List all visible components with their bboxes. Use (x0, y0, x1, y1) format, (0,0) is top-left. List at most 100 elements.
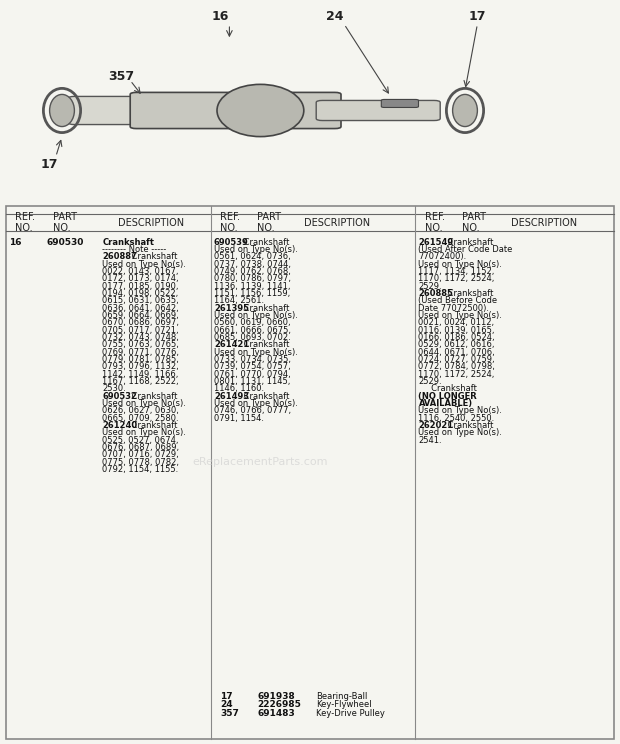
Text: Crankshaft: Crankshaft (445, 238, 494, 247)
Text: 0661, 0666, 0675,: 0661, 0666, 0675, (214, 326, 291, 335)
FancyBboxPatch shape (68, 97, 155, 124)
FancyBboxPatch shape (316, 100, 440, 121)
Text: Crankshaft: Crankshaft (418, 385, 477, 394)
Text: 0780, 0786, 0797,: 0780, 0786, 0797, (214, 275, 291, 283)
Text: PART
NO.: PART NO. (462, 212, 486, 234)
Text: 24: 24 (220, 700, 232, 710)
Text: 1136, 1139, 1141,: 1136, 1139, 1141, (214, 282, 290, 291)
Ellipse shape (453, 94, 477, 126)
Text: 0021, 0024, 0112,: 0021, 0024, 0112, (418, 318, 495, 327)
FancyBboxPatch shape (381, 100, 419, 107)
Text: Used on Type No(s).: Used on Type No(s). (102, 399, 186, 408)
Text: Crankshaft: Crankshaft (102, 238, 154, 247)
Text: -------- Note -----: -------- Note ----- (102, 245, 167, 254)
Text: 0022, 0143, 0167,: 0022, 0143, 0167, (102, 267, 179, 276)
Text: Used on Type No(s).: Used on Type No(s). (214, 347, 298, 357)
Text: 17: 17 (41, 158, 58, 171)
Text: PART
NO.: PART NO. (257, 212, 281, 234)
Text: Key-Drive Pulley: Key-Drive Pulley (316, 708, 385, 717)
Text: 0644, 0671, 0706,: 0644, 0671, 0706, (418, 347, 495, 357)
Text: 1170, 1172, 2524,: 1170, 1172, 2524, (418, 370, 495, 379)
Text: REF.
NO.: REF. NO. (220, 212, 240, 234)
Text: 691483: 691483 (257, 708, 295, 717)
Text: 77072400).: 77072400). (418, 252, 467, 261)
Text: 0737, 0738, 0744,: 0737, 0738, 0744, (214, 260, 291, 269)
Text: Used on Type No(s).: Used on Type No(s). (418, 260, 502, 269)
Text: 2530.: 2530. (102, 385, 126, 394)
Text: 0615, 0631, 0635,: 0615, 0631, 0635, (102, 296, 179, 306)
Text: 1146, 1160.: 1146, 1160. (214, 385, 264, 394)
Text: 0733, 0734, 0735,: 0733, 0734, 0735, (214, 355, 291, 364)
Text: 260887: 260887 (102, 252, 137, 261)
Text: 0749, 0762, 0768,: 0749, 0762, 0768, (214, 267, 291, 276)
Text: Bearing-Ball: Bearing-Ball (316, 693, 368, 702)
Text: 1116, 2540, 2550.: 1116, 2540, 2550. (418, 414, 495, 423)
Ellipse shape (50, 94, 74, 126)
Text: Crankshaft: Crankshaft (129, 252, 177, 261)
Text: Crankshaft: Crankshaft (241, 304, 289, 312)
Text: 261421: 261421 (214, 341, 249, 350)
Text: 0561, 0624, 0736,: 0561, 0624, 0736, (214, 252, 291, 261)
Text: Used on Type No(s).: Used on Type No(s). (214, 399, 298, 408)
Text: 0746, 0766, 0777,: 0746, 0766, 0777, (214, 406, 291, 415)
Text: AVAILABLE): AVAILABLE) (418, 399, 472, 408)
Text: 690530: 690530 (46, 238, 84, 247)
Text: Used on Type No(s).: Used on Type No(s). (102, 429, 186, 437)
Text: 690539: 690539 (214, 238, 249, 247)
Text: 0775, 0778, 0782,: 0775, 0778, 0782, (102, 458, 179, 466)
FancyBboxPatch shape (6, 206, 614, 739)
Text: 261395: 261395 (214, 304, 249, 312)
Text: 16: 16 (9, 238, 22, 247)
Text: 0670, 0686, 0697,: 0670, 0686, 0697, (102, 318, 179, 327)
Text: REF.
NO.: REF. NO. (425, 212, 445, 234)
Text: Used on Type No(s).: Used on Type No(s). (418, 429, 502, 437)
Text: DESCRIPTION: DESCRIPTION (512, 217, 578, 228)
Text: 357: 357 (108, 70, 134, 83)
Text: 261549: 261549 (418, 238, 454, 247)
Text: 0769, 0771, 0776,: 0769, 0771, 0776, (102, 347, 179, 357)
Text: Crankshaft: Crankshaft (241, 392, 289, 401)
Text: 0724, 0727, 0759,: 0724, 0727, 0759, (418, 355, 495, 364)
Text: 261240: 261240 (102, 421, 138, 430)
Text: 17: 17 (469, 10, 486, 22)
Text: 24: 24 (326, 10, 343, 22)
Text: 0707, 0716, 0729,: 0707, 0716, 0729, (102, 450, 179, 460)
Text: 0166, 0186, 0524,: 0166, 0186, 0524, (418, 333, 495, 342)
Text: 2226985: 2226985 (257, 700, 301, 710)
Text: 1117, 1134, 1152,: 1117, 1134, 1152, (418, 267, 495, 276)
Text: 2529.: 2529. (418, 377, 442, 386)
Text: 1167, 1168, 2522,: 1167, 1168, 2522, (102, 377, 179, 386)
Text: 691938: 691938 (257, 693, 295, 702)
Text: (Used Before Code: (Used Before Code (418, 296, 498, 306)
Text: 0779, 0781, 0785,: 0779, 0781, 0785, (102, 355, 179, 364)
Text: Used on Type No(s).: Used on Type No(s). (102, 260, 186, 269)
Text: 0772, 0784, 0798,: 0772, 0784, 0798, (418, 362, 495, 371)
Text: Crankshaft: Crankshaft (445, 421, 494, 430)
Text: 0560, 0619, 0660,: 0560, 0619, 0660, (214, 318, 291, 327)
Text: Used on Type No(s).: Used on Type No(s). (214, 311, 298, 320)
Text: 0801, 1131, 1145,: 0801, 1131, 1145, (214, 377, 290, 386)
Ellipse shape (217, 84, 304, 137)
Text: 0705, 0717, 0721,: 0705, 0717, 0721, (102, 326, 179, 335)
Text: Crankshaft: Crankshaft (241, 238, 289, 247)
Text: 0676, 0687, 0689,: 0676, 0687, 0689, (102, 443, 179, 452)
Text: 0792, 1154, 1155.: 0792, 1154, 1155. (102, 465, 179, 474)
Text: 262021: 262021 (418, 421, 454, 430)
Text: 0659, 0664, 0669,: 0659, 0664, 0669, (102, 311, 179, 320)
Text: 0739, 0754, 0757,: 0739, 0754, 0757, (214, 362, 291, 371)
Text: 1142, 1149, 1166,: 1142, 1149, 1166, (102, 370, 179, 379)
Text: 0791, 1154.: 0791, 1154. (214, 414, 264, 423)
Text: (Used After Code Date: (Used After Code Date (418, 245, 513, 254)
Text: 1151, 1156, 1159,: 1151, 1156, 1159, (214, 289, 290, 298)
Text: Crankshaft: Crankshaft (445, 289, 494, 298)
Text: DESCRIPTION: DESCRIPTION (304, 217, 370, 228)
Text: Crankshaft: Crankshaft (129, 421, 177, 430)
Text: 261493: 261493 (214, 392, 249, 401)
Text: 2529.: 2529. (418, 282, 442, 291)
Text: 0529, 0612, 0616,: 0529, 0612, 0616, (418, 341, 495, 350)
Text: 1170, 1172, 2524,: 1170, 1172, 2524, (418, 275, 495, 283)
Text: 16: 16 (211, 10, 229, 22)
Text: 0172, 0173, 0174,: 0172, 0173, 0174, (102, 275, 179, 283)
Text: 357: 357 (220, 708, 239, 717)
Text: Crankshaft: Crankshaft (129, 392, 177, 401)
